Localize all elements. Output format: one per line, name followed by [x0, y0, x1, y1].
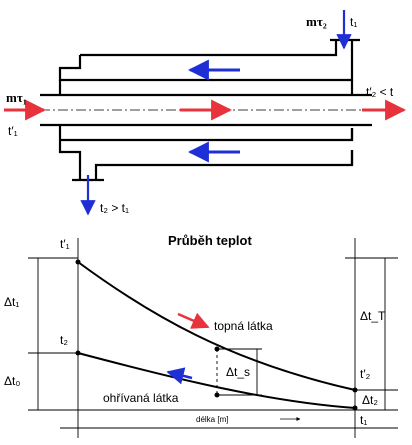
hot-outlet-label: t′₂ < t: [366, 85, 394, 99]
cold-direction-arrow: [166, 367, 193, 385]
temperature-profile: Průběh teplot t′₁: [4, 233, 398, 438]
cold-inlet-temp: t₁: [350, 15, 357, 29]
cold-fluid-label: ohřívaná látka: [103, 391, 179, 405]
label-t2: t₂: [60, 333, 68, 347]
x-axis-label: délka [m]: [196, 415, 228, 424]
hot-direction-arrow: [177, 312, 210, 329]
hot-inlet-label: mτ₁: [6, 90, 27, 105]
label-dt1: Δt₁: [4, 295, 19, 309]
label-dt0: Δt₀: [4, 374, 20, 388]
cold-curve: [77, 352, 356, 409]
label-dtT: Δt_T: [360, 309, 386, 323]
label-dts: Δt_s: [226, 365, 250, 379]
cold-outlet-label: t₂ > t₁: [100, 201, 129, 215]
label-dt2: Δt₂: [362, 393, 378, 407]
hot-inlet-temp: t′₁: [8, 124, 18, 138]
outer-shell: [58, 38, 360, 182]
exchanger-drawing: mτ₁ t′₁ mτ₂ t₁ t′₂ < t t₂ > t₁: [4, 10, 407, 216]
hot-curve: [77, 261, 356, 391]
profile-title: Průběh teplot: [168, 233, 252, 248]
inner-tube: [40, 93, 372, 127]
hot-fluid-label: topná látka: [214, 319, 273, 333]
label-t2-prime: t′₂: [360, 367, 371, 381]
label-t1-prime: t′₁: [60, 237, 70, 251]
label-t1: t₁: [360, 413, 367, 427]
cold-inlet-label: mτ₂: [306, 14, 327, 29]
